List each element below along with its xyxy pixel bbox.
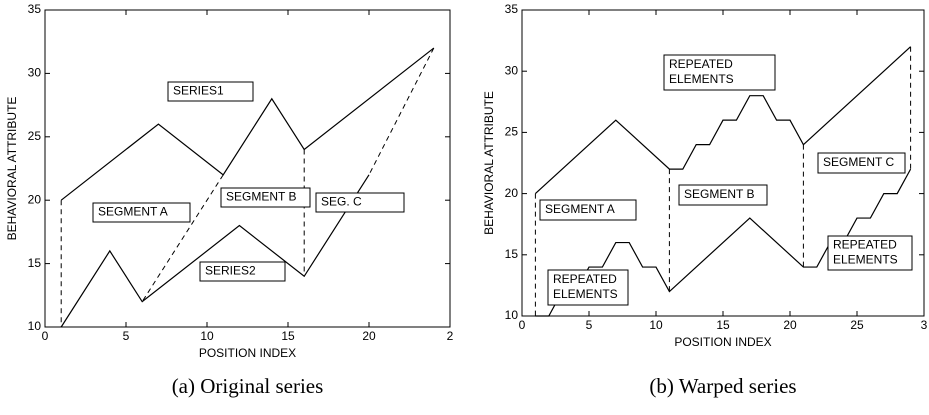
x-tick-label: 20 [783,318,797,332]
x-tick-label: 2 [447,329,454,343]
alignment-line [141,174,224,302]
annotation: REPEATED [833,238,897,252]
annotation: SEGMENT C [823,155,894,169]
x-tick-label: 15 [716,318,730,332]
y-tick-label: 25 [505,125,519,139]
annotation: SEGMENT B [226,190,296,204]
annotation: ELEMENTS [833,253,898,267]
annotation-box [817,152,906,174]
annotation: SERIES2 [205,264,256,278]
y-tick-label: 15 [28,256,42,270]
annotation-box [827,235,913,271]
y-tick-label: 30 [505,63,519,77]
x-tick-label: 20 [362,329,376,343]
annotation-box [167,81,254,102]
annotation: REPEATED [553,272,617,286]
x-axis-label: POSITION INDEX [674,335,771,349]
y-tick-label: 10 [505,308,519,322]
annotation: SEGMENT A [98,205,168,219]
series-line [60,174,370,328]
annotation-box [220,187,311,208]
x-tick-label: 25 [850,318,864,332]
y-tick-label: 15 [505,247,519,261]
x-tick-label: 5 [586,318,593,332]
annotation-box [547,269,629,306]
x-tick-label: 0 [519,318,526,332]
caption: (b) Warped series [649,374,796,398]
annotation-box [315,192,405,213]
annotation-box [678,184,768,206]
annotation-box [199,261,286,282]
annotation: SEGMENT B [684,187,754,201]
x-tick-label: 10 [649,318,663,332]
annotation-box [539,199,637,221]
y-tick-label: 25 [28,129,42,143]
x-tick-label: 15 [281,329,295,343]
x-axis-label: POSITION INDEX [199,346,296,360]
series-line [60,47,435,201]
annotation: SEG. C [321,195,362,209]
y-tick-label: 10 [28,319,42,333]
plot-frame [44,9,451,328]
y-tick-label: 30 [28,66,42,80]
annotation-box [663,54,776,91]
annotation: ELEMENTS [553,287,618,301]
y-tick-label: 20 [505,186,519,200]
y-tick-label: 20 [28,192,42,206]
annotation: SERIES1 [173,84,224,98]
x-tick-label: 5 [123,329,130,343]
y-tick-label: 35 [28,2,42,16]
x-tick-label: 3 [921,318,928,332]
y-axis-label: BEHAVIORAL ATTRIBUTE [5,97,19,241]
y-tick-label: 35 [505,2,519,16]
annotation: ELEMENTS [669,72,734,86]
y-axis-label: BEHAVIORAL ATTRIBUTE [482,91,496,235]
x-tick-label: 0 [42,329,49,343]
annotation-box [92,202,191,223]
series-line [534,46,912,195]
x-tick-label: 10 [200,329,214,343]
annotation: SEGMENT A [545,202,615,216]
annotation: REPEATED [669,57,733,71]
alignment-line [368,47,435,176]
caption: (a) Original series [172,374,324,398]
